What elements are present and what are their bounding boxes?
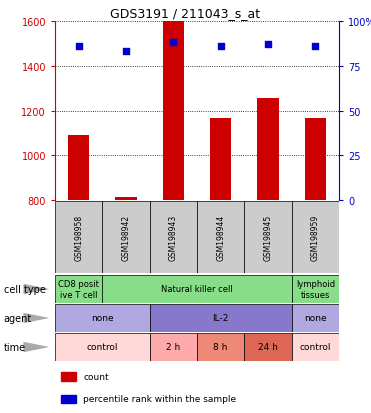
- Point: [170, 40, 176, 47]
- Bar: [244, 202, 292, 273]
- Bar: [244, 333, 292, 361]
- Bar: [61, 395, 76, 404]
- Bar: [115, 197, 137, 201]
- Bar: [61, 372, 76, 381]
- Bar: [102, 275, 292, 303]
- Bar: [292, 275, 339, 303]
- Polygon shape: [23, 342, 49, 352]
- Text: GSM198958: GSM198958: [74, 214, 83, 261]
- Text: count: count: [83, 372, 109, 381]
- Bar: [55, 333, 150, 361]
- Text: 24 h: 24 h: [258, 343, 278, 351]
- Text: GDS3191 / 211043_s_at: GDS3191 / 211043_s_at: [111, 7, 260, 21]
- Bar: [150, 202, 197, 273]
- Bar: [162, 22, 184, 201]
- Text: 8 h: 8 h: [213, 343, 228, 351]
- Point: [312, 44, 318, 50]
- Text: IL-2: IL-2: [213, 314, 229, 323]
- Bar: [292, 333, 339, 361]
- Bar: [55, 304, 150, 332]
- Point: [76, 44, 82, 50]
- Point: [218, 44, 224, 50]
- Text: none: none: [91, 314, 114, 323]
- Text: lymphoid
tissues: lymphoid tissues: [296, 280, 335, 299]
- Polygon shape: [23, 284, 49, 294]
- Text: control: control: [300, 343, 331, 351]
- Bar: [292, 202, 339, 273]
- Polygon shape: [23, 313, 49, 323]
- Bar: [197, 202, 244, 273]
- Bar: [150, 333, 197, 361]
- Bar: [55, 275, 102, 303]
- Bar: [197, 333, 244, 361]
- Bar: [102, 202, 150, 273]
- Bar: [210, 119, 231, 201]
- Text: GSM198943: GSM198943: [169, 214, 178, 261]
- Point: [123, 49, 129, 56]
- Bar: [150, 304, 292, 332]
- Text: cell type: cell type: [4, 284, 46, 294]
- Bar: [68, 136, 89, 201]
- Text: Natural killer cell: Natural killer cell: [161, 285, 233, 294]
- Bar: [257, 99, 279, 201]
- Text: GSM198942: GSM198942: [121, 214, 131, 261]
- Bar: [305, 119, 326, 201]
- Text: percentile rank within the sample: percentile rank within the sample: [83, 394, 237, 404]
- Bar: [55, 202, 102, 273]
- Point: [265, 42, 271, 48]
- Text: GSM198945: GSM198945: [263, 214, 273, 261]
- Text: none: none: [304, 314, 326, 323]
- Text: GSM198959: GSM198959: [311, 214, 320, 261]
- Text: CD8 posit
ive T cell: CD8 posit ive T cell: [58, 280, 99, 299]
- Bar: [292, 304, 339, 332]
- Text: control: control: [86, 343, 118, 351]
- Text: 2 h: 2 h: [166, 343, 180, 351]
- Text: agent: agent: [4, 313, 32, 323]
- Text: time: time: [4, 342, 26, 352]
- Text: GSM198944: GSM198944: [216, 214, 225, 261]
